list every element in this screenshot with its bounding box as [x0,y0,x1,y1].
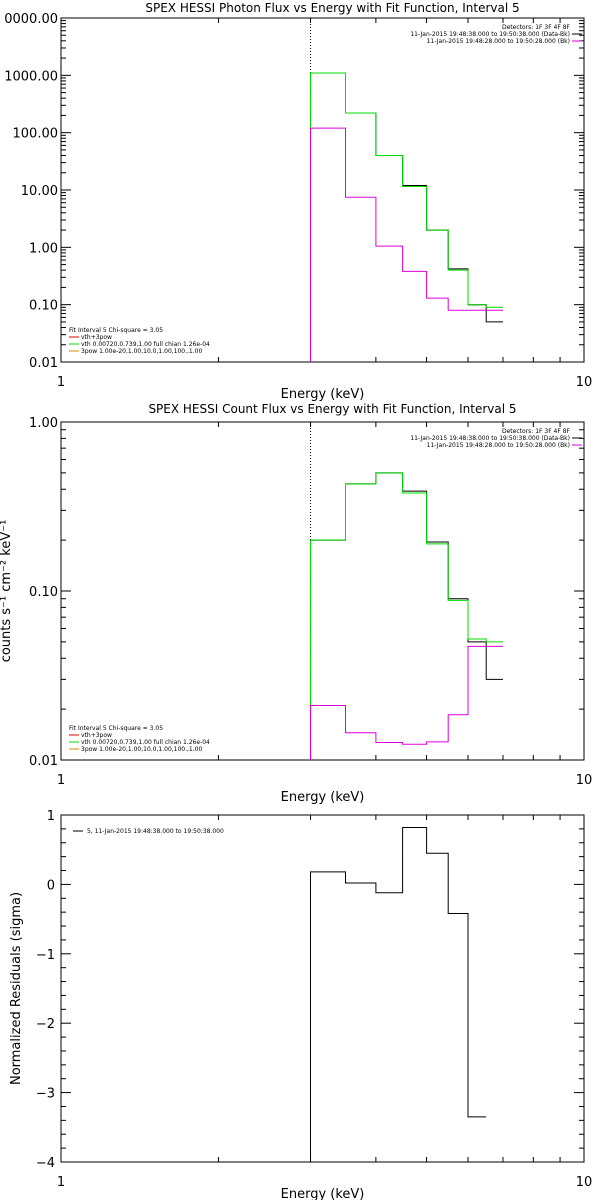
y-axis-label-2: Normalized Residuals (sigma) [9,892,24,1085]
header-line-1-0: Detectors: 1F 3F 4F 8F [502,428,571,435]
y-tick-label-0-4: 100.00 [13,127,59,142]
y-tick-label-1-0: 0.01 [29,754,58,769]
chart-title-0: SPEX HESSI Photon Flux vs Energy with Fi… [145,1,519,15]
legend-line-0-0: Fit Interval 5 Chi-square = 3.05 [69,327,163,334]
x-tick-label-1-10: 10 [576,773,593,788]
series-line-1-2 [310,645,503,760]
series-line-0-0 [310,72,503,362]
legend-line-1-3: 3pow 1.00e-20,1.00,10.0,1.00,100.,1.00 [81,746,202,753]
x-axis-label-0: Energy (keV) [281,387,365,402]
plot-frame-2 [60,814,585,1163]
series-line-2-0 [310,827,487,1162]
legend-line-2-0: 5, 11-Jan-2015 19:48:38.000 to 19:50:38.… [87,828,224,835]
header-line-0-0: Detectors: 1F 3F 4F 8F [502,24,571,31]
y-tick-label-0-0: 0.01 [29,356,58,371]
y-tick-label-2-5: 1 [47,809,55,824]
y-tick-label-0-1: 0.10 [29,299,58,314]
legend-line-0-2: vth 0.00720,0.739,1.00 full chian 1.26e-… [81,341,210,348]
x-tick-label-0-1: 1 [57,375,65,390]
y-tick-label-0-6: 0000.00 [4,12,58,27]
y-axis-label-1: counts s⁻¹ cm⁻² keV⁻¹ [0,520,14,663]
x-axis-label-2: Energy (keV) [281,1187,365,1200]
series-line-0-1 [310,72,503,362]
y-tick-label-1-1: 0.10 [29,585,58,600]
y-tick-label-1-2: 1.00 [29,416,58,431]
legend-line-1-0: Fit Interval 5 Chi-square = 3.05 [69,725,163,732]
series-line-0-2 [310,127,503,362]
y-tick-label-0-3: 10.00 [21,184,58,199]
header-line-1-1: 11-Jan-2015 19:48:38.000 to 19:50:38.000… [410,435,570,442]
series-line-1-0 [310,472,503,760]
x-tick-label-2-1: 1 [57,1175,65,1190]
y-tick-label-0-5: 1000.00 [4,69,58,84]
series-line-1-1 [310,472,503,760]
header-line-0-1: 11-Jan-2015 19:48:38.000 to 19:50:38.000… [410,31,570,38]
y-tick-label-2-0: −4 [36,1156,55,1171]
plot-frame-0 [60,17,585,363]
x-tick-label-1-1: 1 [57,773,65,788]
legend-line-1-1: vth+3pow [81,732,112,739]
legend-line-1-2: vth 0.00720,0.739,1.00 full chian 1.26e-… [81,739,210,746]
y-tick-label-0-2: 1.00 [29,241,58,256]
legend-line-0-3: 3pow 1.00e-20,1.00,10.0,1.00,100.,1.00 [81,348,202,355]
x-axis-label-1: Energy (keV) [281,790,365,805]
chart-title-1: SPEX HESSI Count Flux vs Energy with Fit… [148,402,516,416]
x-tick-label-2-10: 10 [576,1175,593,1190]
legend-line-0-1: vth+3pow [81,334,112,341]
y-tick-label-2-1: −3 [36,1087,55,1102]
header-line-1-2: 11-Jan-2015 19:48:28.000 to 19:50:28.000… [427,442,570,449]
y-tick-label-2-4: 0 [47,878,55,893]
y-tick-label-2-2: −2 [36,1017,55,1032]
y-tick-label-2-3: −1 [36,948,55,963]
x-tick-label-0-10: 10 [576,375,593,390]
plot-frame-1 [60,421,585,761]
header-line-0-2: 11-Jan-2015 19:48:28.000 to 19:50:28.000… [427,38,570,45]
